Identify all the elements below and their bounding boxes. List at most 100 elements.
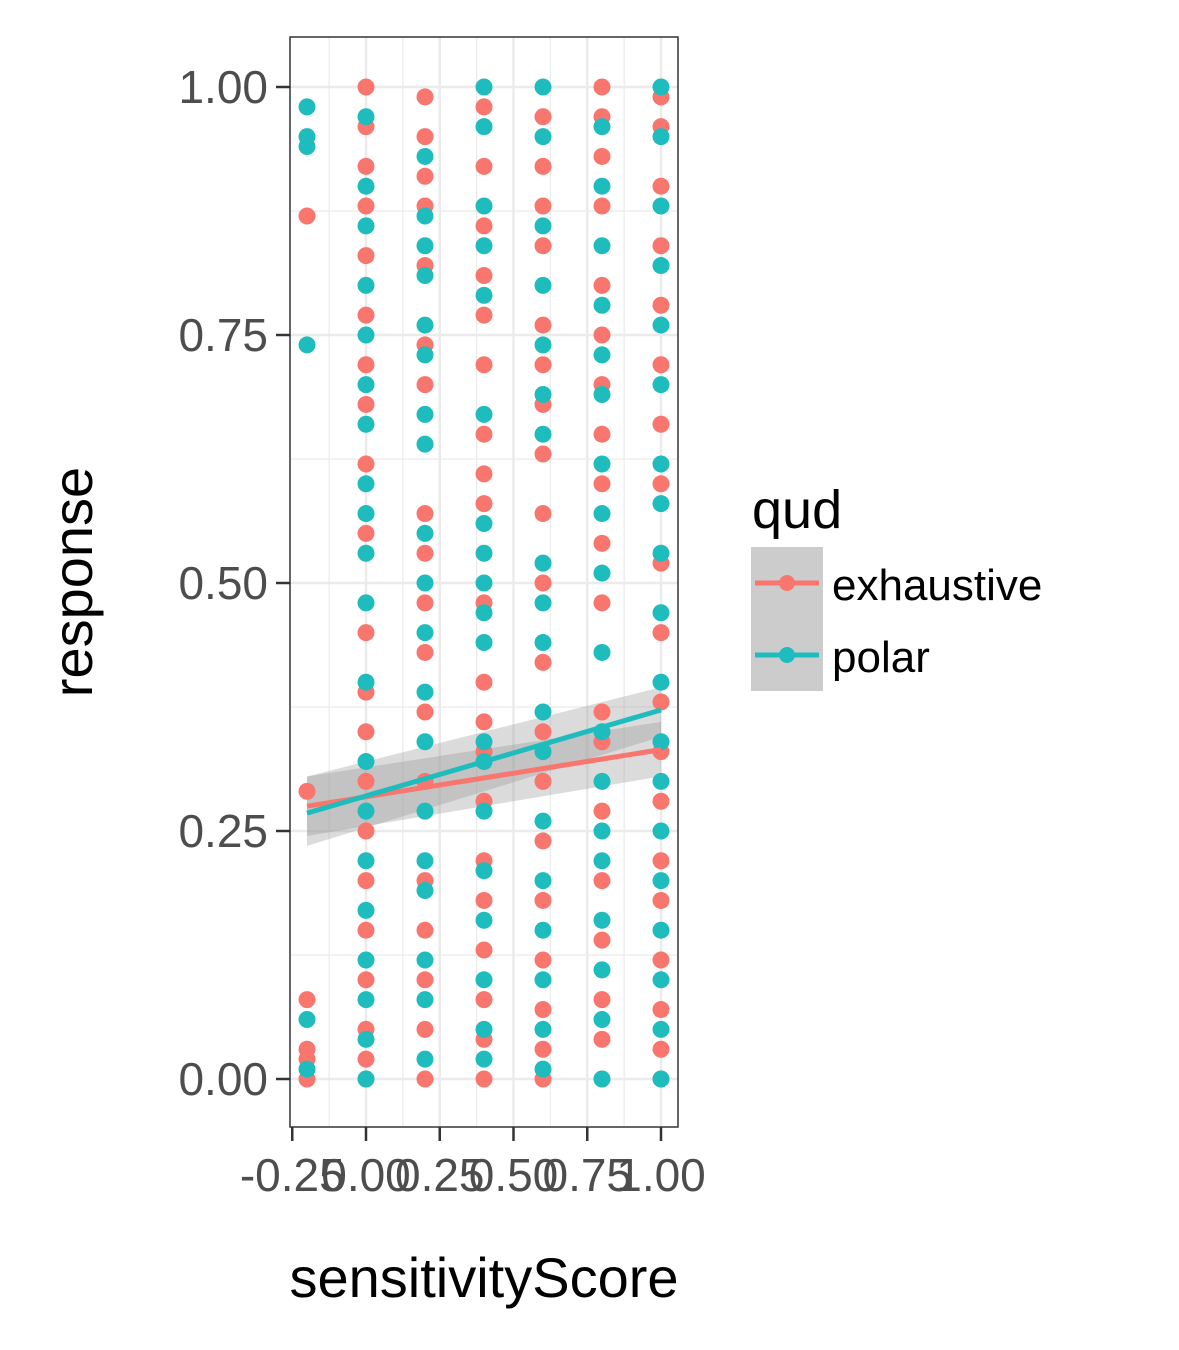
data-point-polar (357, 1030, 375, 1048)
data-point-polar (416, 207, 434, 225)
data-point-polar (534, 921, 552, 939)
data-point-exhaustive (593, 475, 611, 493)
data-point-exhaustive (475, 713, 493, 731)
data-point-exhaustive (475, 356, 493, 374)
data-point-exhaustive (534, 1001, 552, 1019)
data-point-exhaustive (416, 921, 434, 939)
data-point-exhaustive (652, 296, 670, 314)
data-point-polar (357, 276, 375, 294)
data-point-polar (652, 822, 670, 840)
data-point-exhaustive (475, 941, 493, 959)
data-point-exhaustive (652, 792, 670, 810)
data-point-exhaustive (357, 971, 375, 989)
data-point-exhaustive (593, 147, 611, 165)
data-point-exhaustive (534, 891, 552, 909)
data-point-polar (416, 951, 434, 969)
data-point-exhaustive (652, 852, 670, 870)
y-tick-label: 0.75 (178, 309, 268, 361)
data-point-polar (534, 425, 552, 443)
data-point-exhaustive (416, 703, 434, 721)
data-point-polar (534, 128, 552, 146)
data-point-polar (534, 594, 552, 612)
data-point-exhaustive (593, 276, 611, 294)
data-point-exhaustive (652, 891, 670, 909)
data-point-polar (357, 852, 375, 870)
data-point-polar (593, 346, 611, 364)
data-point-exhaustive (534, 157, 552, 175)
data-point-polar (357, 753, 375, 771)
y-tick-label: 0.25 (178, 805, 268, 857)
data-point-exhaustive (357, 822, 375, 840)
data-point-exhaustive (298, 1040, 316, 1058)
data-point-polar (357, 475, 375, 493)
data-points (298, 78, 670, 1088)
x-tick-label: 0.50 (469, 1149, 559, 1201)
data-point-exhaustive (357, 624, 375, 642)
data-point-exhaustive (593, 802, 611, 820)
data-point-exhaustive (652, 693, 670, 711)
x-tick-label: 1.00 (616, 1149, 706, 1201)
data-point-polar (534, 1020, 552, 1038)
data-point-polar (416, 683, 434, 701)
data-point-polar (652, 1070, 670, 1088)
data-point-polar (416, 574, 434, 592)
data-point-polar (416, 991, 434, 1009)
data-point-exhaustive (298, 991, 316, 1009)
y-tick-label: 1.00 (178, 61, 268, 113)
data-point-exhaustive (357, 78, 375, 96)
data-point-exhaustive (357, 395, 375, 413)
data-point-polar (416, 524, 434, 542)
data-point-polar (652, 673, 670, 691)
legend: qud exhaustive polar (751, 480, 1042, 691)
data-point-polar (593, 505, 611, 523)
x-tick-label: 0.25 (395, 1149, 485, 1201)
data-point-polar (475, 78, 493, 96)
data-point-polar (593, 1070, 611, 1088)
data-point-polar (416, 147, 434, 165)
data-point-exhaustive (652, 415, 670, 433)
data-point-polar (416, 316, 434, 334)
data-point-exhaustive (416, 88, 434, 106)
data-point-polar (593, 643, 611, 661)
data-point-exhaustive (534, 832, 552, 850)
data-point-polar (475, 574, 493, 592)
data-point-polar (534, 336, 552, 354)
data-point-polar (593, 564, 611, 582)
data-point-exhaustive (652, 177, 670, 195)
data-point-polar (534, 554, 552, 572)
data-point-exhaustive (416, 505, 434, 523)
data-point-polar (593, 177, 611, 195)
legend-key-exhaustive (755, 575, 819, 591)
data-point-polar (475, 604, 493, 622)
data-point-polar (534, 634, 552, 652)
data-point-polar (475, 237, 493, 255)
data-point-polar (475, 802, 493, 820)
data-point-exhaustive (534, 445, 552, 463)
data-point-polar (652, 376, 670, 394)
data-point-polar (475, 405, 493, 423)
data-point-polar (652, 733, 670, 751)
data-point-polar (357, 594, 375, 612)
data-point-exhaustive (593, 326, 611, 344)
data-point-exhaustive (475, 465, 493, 483)
data-point-exhaustive (652, 356, 670, 374)
data-point-exhaustive (357, 723, 375, 741)
data-point-exhaustive (652, 624, 670, 642)
data-point-polar (652, 1020, 670, 1038)
data-point-exhaustive (357, 772, 375, 790)
data-point-polar (357, 544, 375, 562)
data-point-polar (357, 901, 375, 919)
data-point-exhaustive (357, 197, 375, 215)
data-point-exhaustive (593, 703, 611, 721)
data-point-polar (652, 872, 670, 890)
data-point-polar (357, 415, 375, 433)
data-point-exhaustive (475, 157, 493, 175)
data-point-polar (416, 266, 434, 284)
data-point-polar (475, 1020, 493, 1038)
data-point-polar (416, 1050, 434, 1068)
axes: 0.000.250.500.751.00-0.250.000.250.500.7… (178, 61, 705, 1201)
data-point-polar (298, 1060, 316, 1078)
data-point-polar (652, 971, 670, 989)
